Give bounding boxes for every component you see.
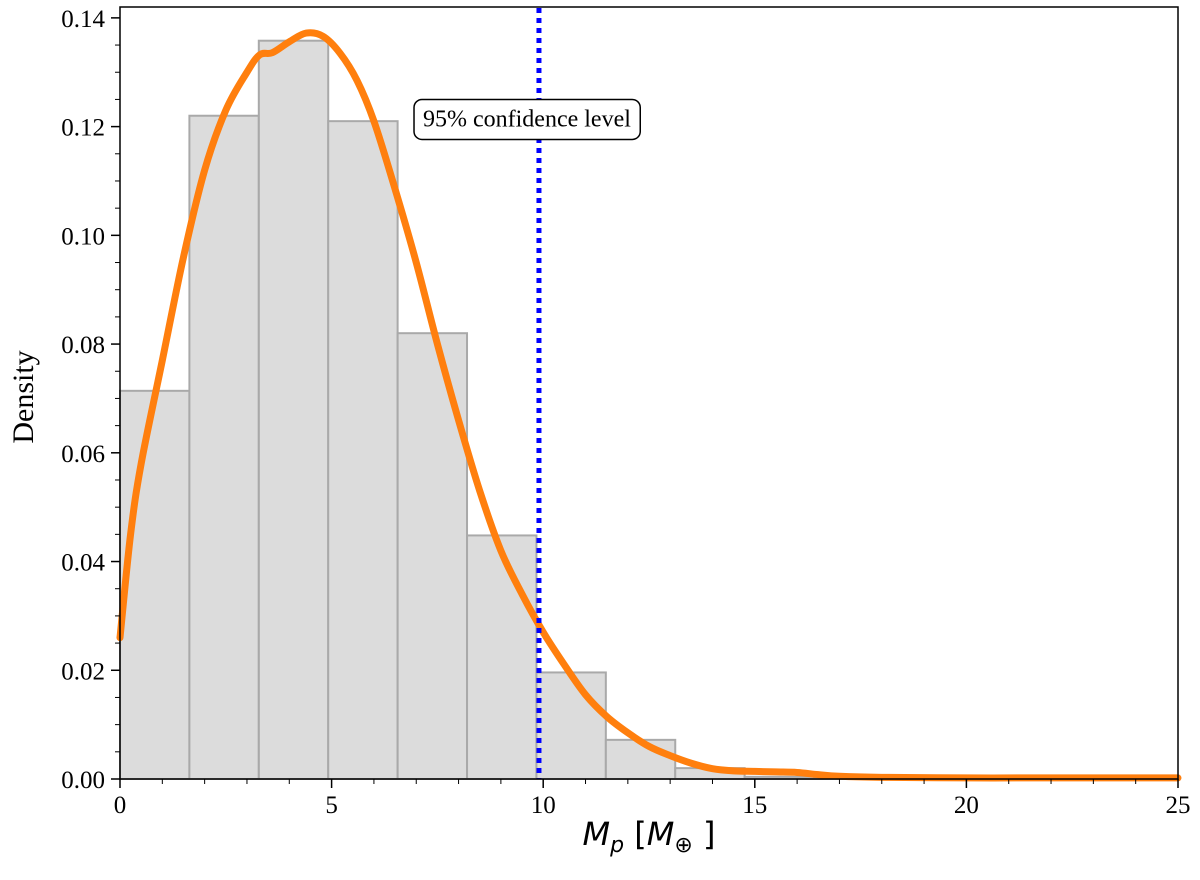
x-tick-label: 20 <box>954 792 979 819</box>
histogram-bar <box>257 39 330 781</box>
x-tick-label: 10 <box>531 792 556 819</box>
x-axis-label-bracket-close: ] <box>693 815 716 853</box>
kde-curve <box>116 29 1182 782</box>
histogram-bar <box>604 738 677 780</box>
histogram-bar <box>535 671 607 781</box>
plot-frame <box>119 6 1179 780</box>
x-tick-label: 25 <box>1166 792 1191 819</box>
annotation-box <box>413 98 641 141</box>
histogram-bar <box>466 534 538 781</box>
y-tick-label: 0.00 <box>61 767 105 794</box>
annotation-layer: 95% confidence level <box>413 98 641 141</box>
x-axis-label-bracket-open: [ <box>624 815 647 853</box>
axis-ticks: 0 5 10 15 20 25 0.00 0.02 0.04 0.06 0.08 0.10 0.12 0.… <box>61 6 1190 819</box>
kde-layer <box>116 29 1182 782</box>
y-tick-label: 0.04 <box>61 550 105 577</box>
histogram-bar <box>396 332 469 780</box>
x-axis-label-unit-subscript: ⊕ <box>674 833 692 858</box>
x-tick-label: 5 <box>325 792 338 819</box>
y-tick-label: 0.08 <box>61 332 105 359</box>
histogram-bar <box>327 120 399 781</box>
y-tick-label: 0.12 <box>61 115 105 142</box>
histogram-bar <box>188 114 260 780</box>
x-axis-label-subscript: p <box>609 833 624 858</box>
y-tick-label: 0.02 <box>61 658 105 685</box>
x-axis-label: Mp [M⊕ ] <box>583 815 716 858</box>
x-axis-label-symbol: M <box>583 815 611 853</box>
x-axis-label-unit: M <box>647 815 675 853</box>
y-tick-label: 0.06 <box>61 441 105 468</box>
y-tick-label: 0.14 <box>61 6 105 33</box>
histogram-bar <box>119 389 191 780</box>
x-tick-label: 15 <box>742 792 767 819</box>
histogram-bars <box>119 39 1163 781</box>
annotation-text: 95% confidence level <box>423 106 631 132</box>
y-axis-label: Density <box>7 350 40 443</box>
x-tick-label: 0 <box>114 792 127 819</box>
y-tick-label: 0.10 <box>61 223 105 250</box>
annotation: 95% confidence level <box>413 98 641 141</box>
